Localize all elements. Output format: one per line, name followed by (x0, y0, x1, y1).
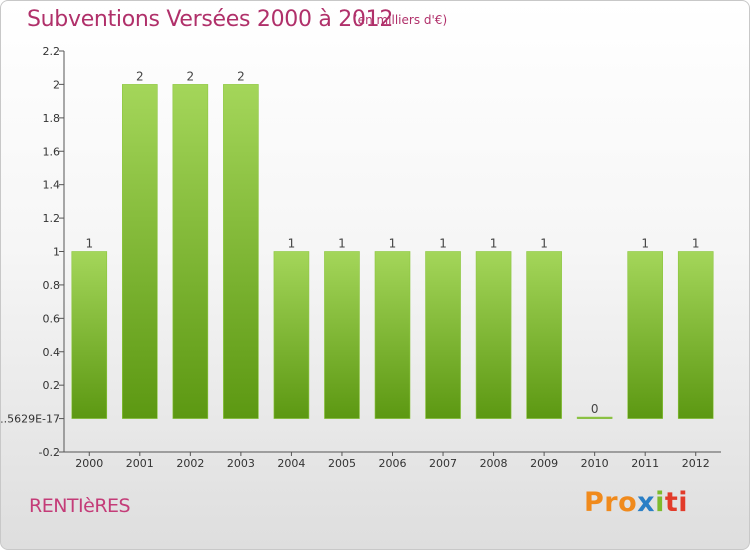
data-label-2004: 1 (288, 237, 296, 251)
x-tick-label-2001: 2001 (126, 457, 154, 470)
commune-name: RENTIèRES (29, 495, 131, 517)
data-label-2000: 1 (85, 237, 93, 251)
x-tick-label-2000: 2000 (75, 457, 103, 470)
logo-part-4: ti (664, 487, 689, 518)
data-label-2007: 1 (439, 237, 447, 251)
y-tick-label: 0.6 (43, 312, 61, 325)
data-label-2003: 2 (237, 69, 245, 83)
y-tick-label: 1.6 (43, 145, 61, 158)
data-label-2012: 1 (692, 237, 700, 251)
bar-2010 (576, 416, 613, 419)
axes-group: -0.2 -1.5629E-17 0.2 0.4 0.6 0.8 1 1.2 1.4 1.6 1.8… (1, 45, 721, 470)
x-tick-label-2010: 2010 (581, 457, 609, 470)
y-tick-label: 1.8 (43, 112, 61, 125)
bar-2001 (122, 84, 158, 419)
y-tick-label: 2 (53, 78, 60, 91)
bar-2011 (627, 251, 663, 419)
data-label-2008: 1 (490, 237, 498, 251)
bars-group: 1 2 2 2 1 1 1 1 1 1 0 1 1 (71, 69, 714, 419)
bar-2012 (677, 251, 714, 419)
bar-2007 (425, 251, 461, 419)
data-label-2011: 1 (641, 237, 649, 251)
bar-2003 (223, 84, 259, 419)
y-tick-label: 2.2 (43, 45, 61, 58)
y-tick-label: -0.2 (39, 446, 60, 459)
y-tick-label: 0.4 (43, 346, 61, 359)
y-tick-label: 1.2 (43, 212, 61, 225)
chart-subtitle: (en milliers d'€) (353, 13, 448, 27)
y-tick-label: 1 (53, 246, 60, 259)
x-tick-label-2006: 2006 (379, 457, 407, 470)
x-tick-label-2012: 2012 (682, 457, 710, 470)
bar-2002 (172, 84, 209, 419)
y-tick-label: 1.4 (43, 179, 61, 192)
x-tick-label-2009: 2009 (530, 457, 558, 470)
bar-2000 (71, 251, 108, 419)
bar-2006 (374, 251, 411, 419)
bar-2004 (273, 251, 310, 419)
data-label-2002: 2 (187, 69, 195, 83)
bar-2005 (324, 251, 360, 419)
x-tick-label-2011: 2011 (631, 457, 659, 470)
data-label-2010: 0 (591, 402, 599, 416)
data-label-2006: 1 (389, 237, 397, 251)
logo-part-3: i (655, 487, 665, 518)
data-label-2009: 1 (540, 237, 548, 251)
y-tick-label: 0.8 (43, 279, 61, 292)
x-tick-label-2002: 2002 (176, 457, 204, 470)
x-tick-label-2008: 2008 (480, 457, 508, 470)
x-tick-label-2007: 2007 (429, 457, 457, 470)
logo-part-1: Pro (584, 487, 638, 518)
bar-2008 (475, 251, 512, 419)
y-tick-label: -1.5629E-17 (1, 413, 60, 426)
logo-part-2: x (637, 487, 656, 518)
data-label-2001: 2 (136, 69, 144, 83)
chart-title: Subventions Versées 2000 à 2012 (27, 7, 394, 32)
x-tick-label-2003: 2003 (227, 457, 255, 470)
y-tick-label: 0.2 (43, 379, 61, 392)
proxiti-logo[interactable]: Proxiti (584, 487, 688, 518)
bar-2009 (526, 251, 562, 419)
x-tick-label-2004: 2004 (277, 457, 305, 470)
x-tick-label-2005: 2005 (328, 457, 356, 470)
data-label-2005: 1 (338, 237, 346, 251)
